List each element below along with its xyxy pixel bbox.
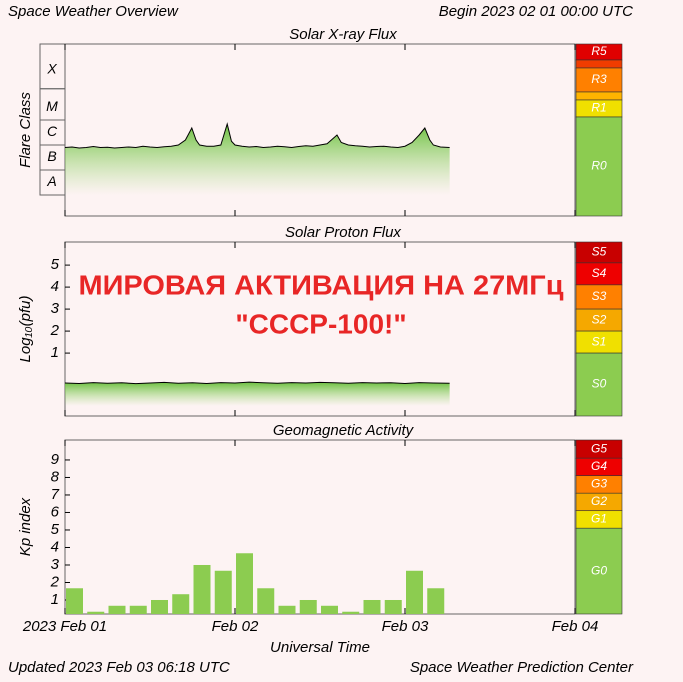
bar bbox=[427, 588, 445, 614]
scale-label: S2 bbox=[592, 312, 607, 326]
bar bbox=[108, 605, 126, 614]
bar bbox=[321, 605, 338, 614]
bar bbox=[151, 599, 168, 614]
y-tick-label: 1 bbox=[51, 591, 59, 608]
y-tick-label: 3 bbox=[51, 300, 60, 317]
bar bbox=[129, 605, 147, 614]
scale-label: S5 bbox=[592, 245, 607, 259]
bar bbox=[214, 570, 232, 614]
scale-label: G1 bbox=[591, 512, 607, 526]
y-axis-label: Flare Class bbox=[17, 92, 34, 168]
scale-label: G0 bbox=[591, 563, 607, 577]
scale-label: G5 bbox=[591, 441, 607, 455]
scale-band bbox=[575, 527, 623, 615]
bar bbox=[278, 605, 296, 614]
bar bbox=[87, 611, 105, 614]
scale-label: R1 bbox=[591, 101, 606, 115]
panel-title: Solar Proton Flux bbox=[285, 224, 401, 241]
x-tick-label: 2023 Feb 01 bbox=[22, 618, 107, 635]
y-tick-label: B bbox=[47, 148, 56, 164]
bar bbox=[172, 594, 190, 614]
panel-title: Solar X-ray Flux bbox=[289, 26, 397, 43]
scale-label: G4 bbox=[591, 459, 607, 473]
y-tick-label: 3 bbox=[51, 556, 60, 573]
y-tick-label: 4 bbox=[51, 538, 59, 555]
scale-band bbox=[575, 91, 623, 101]
bar bbox=[257, 588, 275, 614]
y-tick-label: 2 bbox=[50, 322, 60, 339]
scale-label: S3 bbox=[592, 289, 607, 303]
bar bbox=[363, 599, 381, 614]
scale-band bbox=[575, 352, 623, 417]
scale-label: R0 bbox=[591, 159, 607, 173]
y-tick-label: 7 bbox=[51, 486, 60, 503]
area-fill bbox=[65, 382, 450, 406]
scale-band bbox=[575, 59, 623, 69]
updated-time: Updated 2023 Feb 03 06:18 UTC bbox=[8, 659, 230, 676]
scale-label: S4 bbox=[592, 266, 607, 280]
bar bbox=[384, 599, 402, 614]
y-tick-label: 8 bbox=[51, 468, 60, 485]
y-tick-label: 5 bbox=[51, 256, 60, 273]
page-title: Space Weather Overview bbox=[8, 3, 179, 20]
y-tick-label: M bbox=[46, 98, 58, 114]
scale-label: S1 bbox=[592, 334, 607, 348]
y-tick-label: 1 bbox=[51, 344, 59, 361]
scale-label: G3 bbox=[591, 477, 607, 491]
y-tick-label: C bbox=[47, 123, 58, 139]
y-axis-label: Kp index bbox=[17, 497, 34, 556]
bar bbox=[406, 570, 423, 614]
data-line bbox=[64, 381, 450, 385]
scale-band bbox=[575, 116, 623, 217]
scale-label: S0 bbox=[592, 377, 607, 391]
plot-area bbox=[64, 241, 576, 417]
begin-time: Begin 2023 02 01 00:00 UTC bbox=[439, 3, 633, 20]
bar bbox=[236, 553, 253, 614]
annotation: МИРОВАЯ АКТИВАЦИЯ НА 27МГц bbox=[79, 269, 564, 300]
y-tick-label: 6 bbox=[51, 503, 60, 520]
x-tick-label: Feb 02 bbox=[212, 618, 259, 635]
data-line bbox=[64, 122, 450, 149]
bar bbox=[66, 588, 83, 614]
y-tick-label: X bbox=[46, 61, 57, 77]
class-box bbox=[39, 43, 66, 90]
x-axis-label: Universal Time bbox=[270, 639, 370, 656]
bar bbox=[193, 564, 211, 614]
scale-label: G2 bbox=[591, 494, 607, 508]
x-tick-label: Feb 03 bbox=[382, 618, 429, 635]
scale-label: R3 bbox=[591, 72, 607, 86]
bar bbox=[342, 611, 360, 614]
y-tick-label: 5 bbox=[51, 521, 60, 538]
bar bbox=[299, 599, 317, 614]
y-axis-label: Log₁₀(pfu) bbox=[17, 296, 34, 363]
x-tick-label: Feb 04 bbox=[552, 618, 599, 635]
area-fill bbox=[65, 124, 450, 195]
annotation: "СССР-100!" bbox=[235, 308, 406, 339]
y-tick-label: A bbox=[46, 173, 56, 189]
y-tick-label: 9 bbox=[51, 451, 60, 468]
credit: Space Weather Prediction Center bbox=[410, 659, 634, 676]
plot-area bbox=[64, 439, 576, 615]
scale-label: R5 bbox=[591, 44, 607, 58]
y-tick-label: 2 bbox=[50, 573, 60, 590]
panel-title: Geomagnetic Activity bbox=[273, 422, 415, 439]
y-tick-label: 4 bbox=[51, 278, 59, 295]
